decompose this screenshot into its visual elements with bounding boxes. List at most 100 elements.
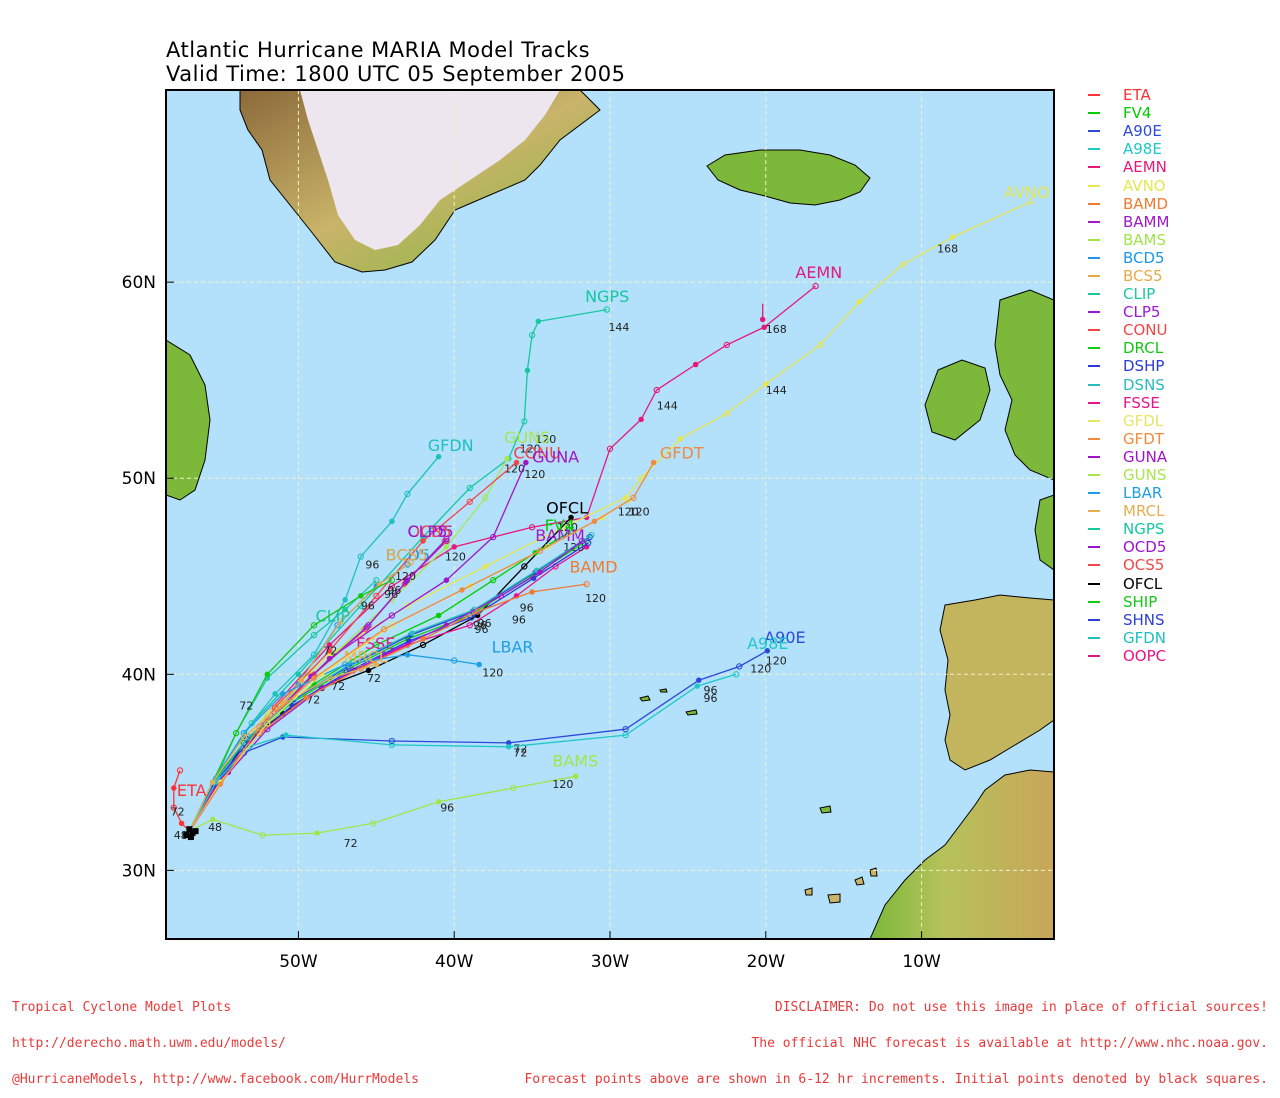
legend-item-dshp: DSHP	[1088, 357, 1278, 375]
disclaimer-line: Forecast points above are shown in 6-12 …	[524, 1072, 1268, 1087]
forecast-point	[899, 261, 907, 268]
forecast-hour-label: 120	[535, 433, 556, 446]
forecast-hour-label: 144	[608, 321, 629, 334]
disclaimer-line: DISCLAIMER: Do not use this image in pla…	[774, 1000, 1268, 1015]
legend-swatch	[1088, 474, 1100, 477]
forecast-point	[763, 381, 769, 387]
forecast-point	[342, 661, 349, 668]
lat-tick-label: 50N	[122, 469, 156, 489]
legend-item-fv4: FV4	[1088, 104, 1278, 122]
forecast-point	[342, 597, 348, 603]
forecast-point	[217, 781, 224, 787]
forecast-point	[272, 691, 278, 697]
north-africa	[869, 769, 1054, 939]
track-end-label: A90E	[764, 628, 805, 647]
legend-item-clip: CLIP	[1088, 285, 1278, 303]
track-end-label: CONU	[513, 444, 560, 463]
track-a90e: 72 96 120 A90E	[188, 628, 806, 832]
legend-swatch	[1088, 600, 1100, 603]
lon-tick-label: 40W	[435, 952, 474, 972]
forecast-point	[409, 630, 415, 636]
forecast-hour-label: 96	[387, 584, 401, 597]
forecast-point	[471, 606, 478, 613]
legend-label: GUNS	[1123, 466, 1167, 485]
legend-item-a90e: A90E	[1088, 122, 1278, 140]
legend-label: GFDT	[1123, 429, 1164, 448]
land-masses	[166, 90, 1054, 939]
forecast-point	[334, 622, 341, 629]
forecast-hour-label: 120	[482, 666, 503, 679]
forecast-point	[170, 804, 177, 811]
forecast-hour-label: 120	[552, 778, 573, 791]
legend-label: CONU	[1123, 321, 1168, 340]
legend-item-bams: BAMS	[1088, 231, 1278, 249]
forecast-point	[482, 494, 489, 501]
madeira	[819, 805, 832, 814]
forecast-point	[342, 606, 348, 613]
forecast-hour-label: 96	[703, 692, 717, 705]
forecast-point	[528, 331, 536, 339]
forecast-point	[521, 418, 528, 425]
axis-labels: 50W 40W 30W 20W 10W 30N 40N 50N 60N	[122, 273, 941, 972]
model-legend: ETA FV4 A90E A98E AEMN AVNO BAMD BAMM BAMS BCD5 BC…	[1088, 86, 1278, 665]
forecast-point	[232, 729, 240, 737]
lat-tick-label: 60N	[122, 273, 156, 293]
forecast-point	[692, 361, 699, 368]
track-line	[189, 775, 576, 836]
graticule	[166, 90, 1054, 939]
forecast-point	[357, 553, 364, 560]
forecast-point	[585, 539, 592, 547]
legend-label: GFDN	[1123, 628, 1167, 647]
forecast-point	[256, 724, 263, 731]
track-end-label: CLIP	[316, 606, 351, 625]
map-title: Atlantic Hurricane MARIA Model Tracks	[166, 38, 591, 62]
legend-swatch	[1088, 401, 1100, 404]
forecast-point	[311, 675, 317, 681]
track-end-label: BAMD	[569, 557, 617, 576]
track-line	[188, 663, 377, 832]
forecast-hour-label: 120	[618, 505, 639, 518]
legend-swatch	[1088, 256, 1100, 259]
legend-label: GFDL	[1123, 411, 1164, 430]
forecast-hour-label: 120	[520, 443, 541, 456]
track-end-label: ETA	[177, 781, 207, 800]
forecast-point	[490, 533, 497, 541]
lon-tick-label: 30W	[591, 952, 630, 972]
initial-positions	[183, 826, 199, 841]
forecast-point	[536, 547, 544, 554]
footer-link[interactable]: http://derecho.math.uwm.edu/models/	[12, 1036, 286, 1051]
forecast-point	[591, 518, 598, 525]
forecast-point	[451, 544, 457, 550]
legend-swatch	[1088, 130, 1100, 133]
track-end-label: AVNO	[1004, 183, 1049, 202]
legend-swatch	[1088, 564, 1100, 567]
forecast-point	[419, 641, 427, 649]
forecast-point	[638, 416, 644, 423]
forecast-point	[603, 306, 611, 313]
newfoundland	[166, 339, 211, 501]
forecast-hour-label: 96	[703, 684, 717, 697]
track-end-label: GUNA	[532, 448, 579, 467]
track-gfdt: 120 GFDT	[188, 444, 704, 832]
forecast-point	[505, 744, 512, 750]
legend-swatch	[1088, 220, 1100, 223]
lon-tick-label: 20W	[747, 952, 786, 972]
forecast-point	[264, 671, 271, 678]
legend-label: OCS5	[1123, 556, 1165, 575]
legend-label: AEMN	[1123, 158, 1167, 177]
forecast-point	[380, 626, 388, 633]
footer-social-links[interactable]: @HurricaneModels, http://www.facebook.co…	[12, 1072, 419, 1087]
canary-islands	[804, 867, 878, 904]
legend-swatch	[1088, 365, 1100, 368]
forecast-hour-label: 48	[208, 821, 222, 834]
forecast-point	[264, 710, 271, 717]
forecast-point	[420, 636, 426, 642]
legend-label: FSSE	[1123, 393, 1160, 412]
legend-swatch	[1088, 202, 1100, 205]
legend-item-ngps: NGPS	[1088, 520, 1278, 538]
forecast-point	[280, 691, 286, 697]
forecast-hour-label: 72	[344, 837, 358, 850]
forecast-point	[723, 341, 730, 349]
forecast-point	[326, 642, 333, 648]
forecast-point	[696, 677, 702, 683]
